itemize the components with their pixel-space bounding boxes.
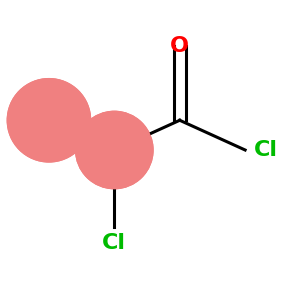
Text: Cl: Cl [102,233,126,253]
Text: Cl: Cl [254,140,278,160]
Circle shape [7,79,91,162]
Polygon shape [44,110,114,150]
Text: O: O [170,36,189,56]
Circle shape [76,111,153,189]
Circle shape [76,111,153,189]
Circle shape [7,79,91,162]
